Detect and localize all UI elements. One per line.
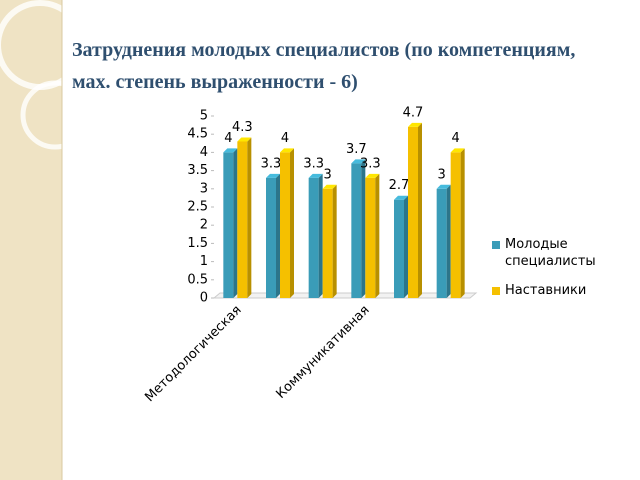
bar <box>280 152 290 298</box>
bar-side <box>233 148 238 298</box>
bar <box>436 188 447 298</box>
y-tick-label: 0 <box>200 291 208 306</box>
bar-top <box>408 122 422 127</box>
legend-label: Молодые специалисты <box>505 237 596 269</box>
bar-top <box>223 148 238 153</box>
legend-swatch <box>492 241 500 249</box>
bar-top <box>365 173 380 178</box>
bar-side <box>361 159 366 298</box>
value-label: 3.3 <box>360 156 381 171</box>
bar-side <box>446 184 451 298</box>
bar <box>351 163 362 298</box>
y-tick-label: 4 <box>200 145 208 160</box>
bar <box>408 126 418 298</box>
bar-side <box>290 148 294 298</box>
bar-side <box>318 173 323 298</box>
value-label: 3.3 <box>303 156 324 171</box>
x-tick-label: Коммуникативная <box>273 303 372 402</box>
x-tick-label: Методологическая <box>142 303 244 405</box>
chart-title: Затруднения молодых специалистов (по ком… <box>72 39 576 93</box>
y-tick-label: 3 <box>200 181 208 196</box>
legend-swatch <box>492 287 500 295</box>
value-label: 3 <box>438 167 446 182</box>
value-label: 3.3 <box>261 156 282 171</box>
bar <box>394 199 404 298</box>
value-label: 3 <box>324 167 332 182</box>
bar-side <box>247 137 252 298</box>
bar-top <box>308 173 323 178</box>
bar-top <box>394 195 408 200</box>
y-tick-label: 4.5 <box>187 127 208 142</box>
bar-side <box>404 195 408 298</box>
bar <box>223 152 234 298</box>
bar-top <box>436 184 451 189</box>
bar <box>365 177 376 298</box>
value-label: 4 <box>281 131 289 146</box>
bar <box>237 141 248 298</box>
bar-side <box>418 122 422 298</box>
y-tick-label: 0.5 <box>187 272 208 287</box>
value-label: 4 <box>224 131 232 146</box>
bar-top <box>351 159 366 164</box>
bar <box>322 188 333 298</box>
y-tick-label: 2 <box>200 218 208 233</box>
value-label: 2.7 <box>389 178 410 193</box>
decor-circle <box>20 80 90 150</box>
bar-top <box>450 148 465 153</box>
bar-side <box>460 148 465 298</box>
bar-top <box>266 173 280 178</box>
value-label: 4.3 <box>232 120 253 135</box>
bar-top <box>280 148 294 153</box>
y-tick-label: 1.5 <box>187 236 208 251</box>
bar <box>308 177 319 298</box>
y-tick-label: 2.5 <box>187 200 208 215</box>
side-strip <box>0 0 62 480</box>
y-tick-label: 3.5 <box>187 163 208 178</box>
bar <box>266 177 276 298</box>
bar-side <box>332 184 337 298</box>
value-label: 4.7 <box>403 105 424 120</box>
legend-label: Наставники <box>505 283 587 298</box>
bar-side <box>276 173 280 298</box>
bar-top <box>322 184 337 189</box>
bar-side <box>375 173 380 298</box>
bar-top <box>237 137 252 142</box>
value-label: 4 <box>452 131 460 146</box>
y-tick-label: 1 <box>200 254 208 269</box>
value-label: 3.7 <box>346 142 367 157</box>
bar <box>450 152 461 298</box>
y-tick-label: 5 <box>200 109 208 124</box>
